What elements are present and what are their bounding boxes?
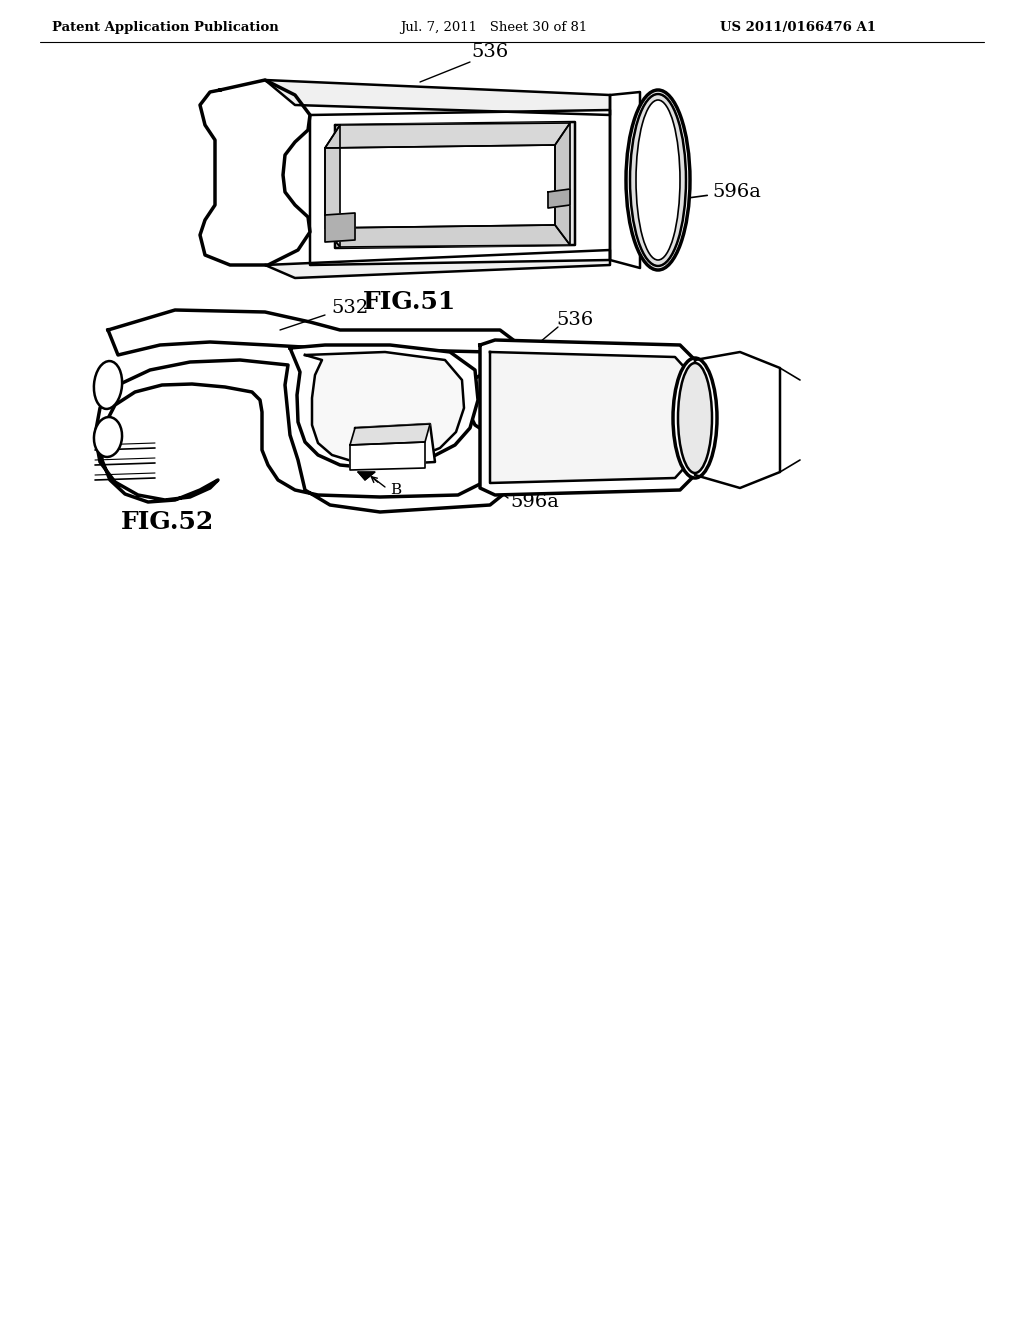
Polygon shape	[265, 81, 610, 115]
Polygon shape	[358, 473, 375, 480]
Polygon shape	[350, 442, 425, 470]
Text: 536: 536	[471, 44, 509, 61]
Polygon shape	[325, 213, 355, 242]
Polygon shape	[95, 310, 520, 512]
Text: FIG.52: FIG.52	[122, 510, 215, 535]
Polygon shape	[325, 224, 570, 247]
Polygon shape	[335, 121, 575, 248]
Ellipse shape	[630, 94, 686, 267]
Polygon shape	[310, 110, 610, 265]
Ellipse shape	[636, 100, 680, 260]
Text: 536: 536	[556, 312, 594, 329]
Polygon shape	[480, 341, 695, 495]
Polygon shape	[265, 249, 610, 279]
Ellipse shape	[94, 417, 122, 457]
Ellipse shape	[626, 90, 690, 271]
Polygon shape	[490, 352, 685, 483]
Text: FIG.51: FIG.51	[364, 290, 457, 314]
Ellipse shape	[94, 362, 122, 409]
Polygon shape	[325, 125, 340, 247]
Polygon shape	[350, 424, 430, 445]
Polygon shape	[325, 145, 555, 228]
Text: Jul. 7, 2011   Sheet 30 of 81: Jul. 7, 2011 Sheet 30 of 81	[400, 21, 587, 34]
Polygon shape	[610, 92, 640, 268]
Polygon shape	[290, 345, 478, 469]
Text: Patent Application Publication: Patent Application Publication	[52, 21, 279, 34]
Polygon shape	[355, 424, 435, 466]
Polygon shape	[325, 123, 570, 148]
Ellipse shape	[678, 363, 712, 473]
Text: B: B	[390, 483, 401, 498]
Ellipse shape	[673, 358, 717, 478]
Polygon shape	[305, 352, 464, 462]
Text: 532: 532	[332, 300, 369, 317]
Text: US 2011/0166476 A1: US 2011/0166476 A1	[720, 21, 876, 34]
Polygon shape	[200, 81, 310, 265]
Text: 596a: 596a	[712, 183, 761, 201]
Polygon shape	[548, 189, 570, 209]
Polygon shape	[555, 123, 570, 246]
Text: 596a: 596a	[510, 492, 559, 511]
Polygon shape	[695, 352, 780, 488]
